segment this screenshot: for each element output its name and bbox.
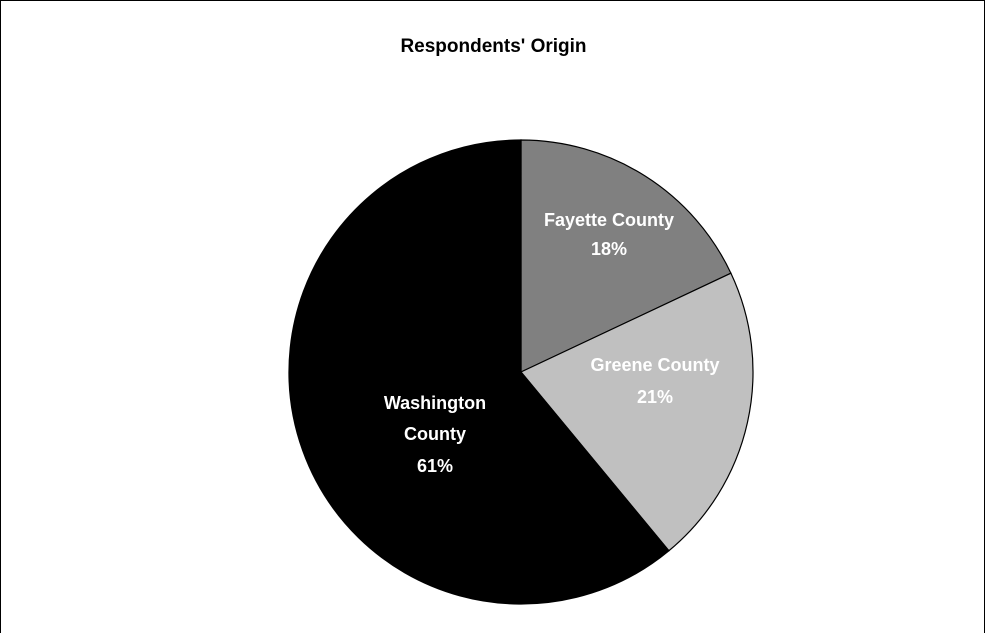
- pie-slice-washington-county: [288, 139, 670, 605]
- slice-label-greene-county: Greene County 21%: [590, 355, 719, 407]
- pie-slice-greene-county: [520, 272, 754, 552]
- slice-label-washington-county: Washington County 61%: [384, 393, 486, 476]
- slice-label-fayette-county: Fayette County 18%: [544, 210, 674, 259]
- chart-title: Respondents' Origin: [400, 36, 587, 57]
- pie-slice-fayette-county: [520, 139, 732, 373]
